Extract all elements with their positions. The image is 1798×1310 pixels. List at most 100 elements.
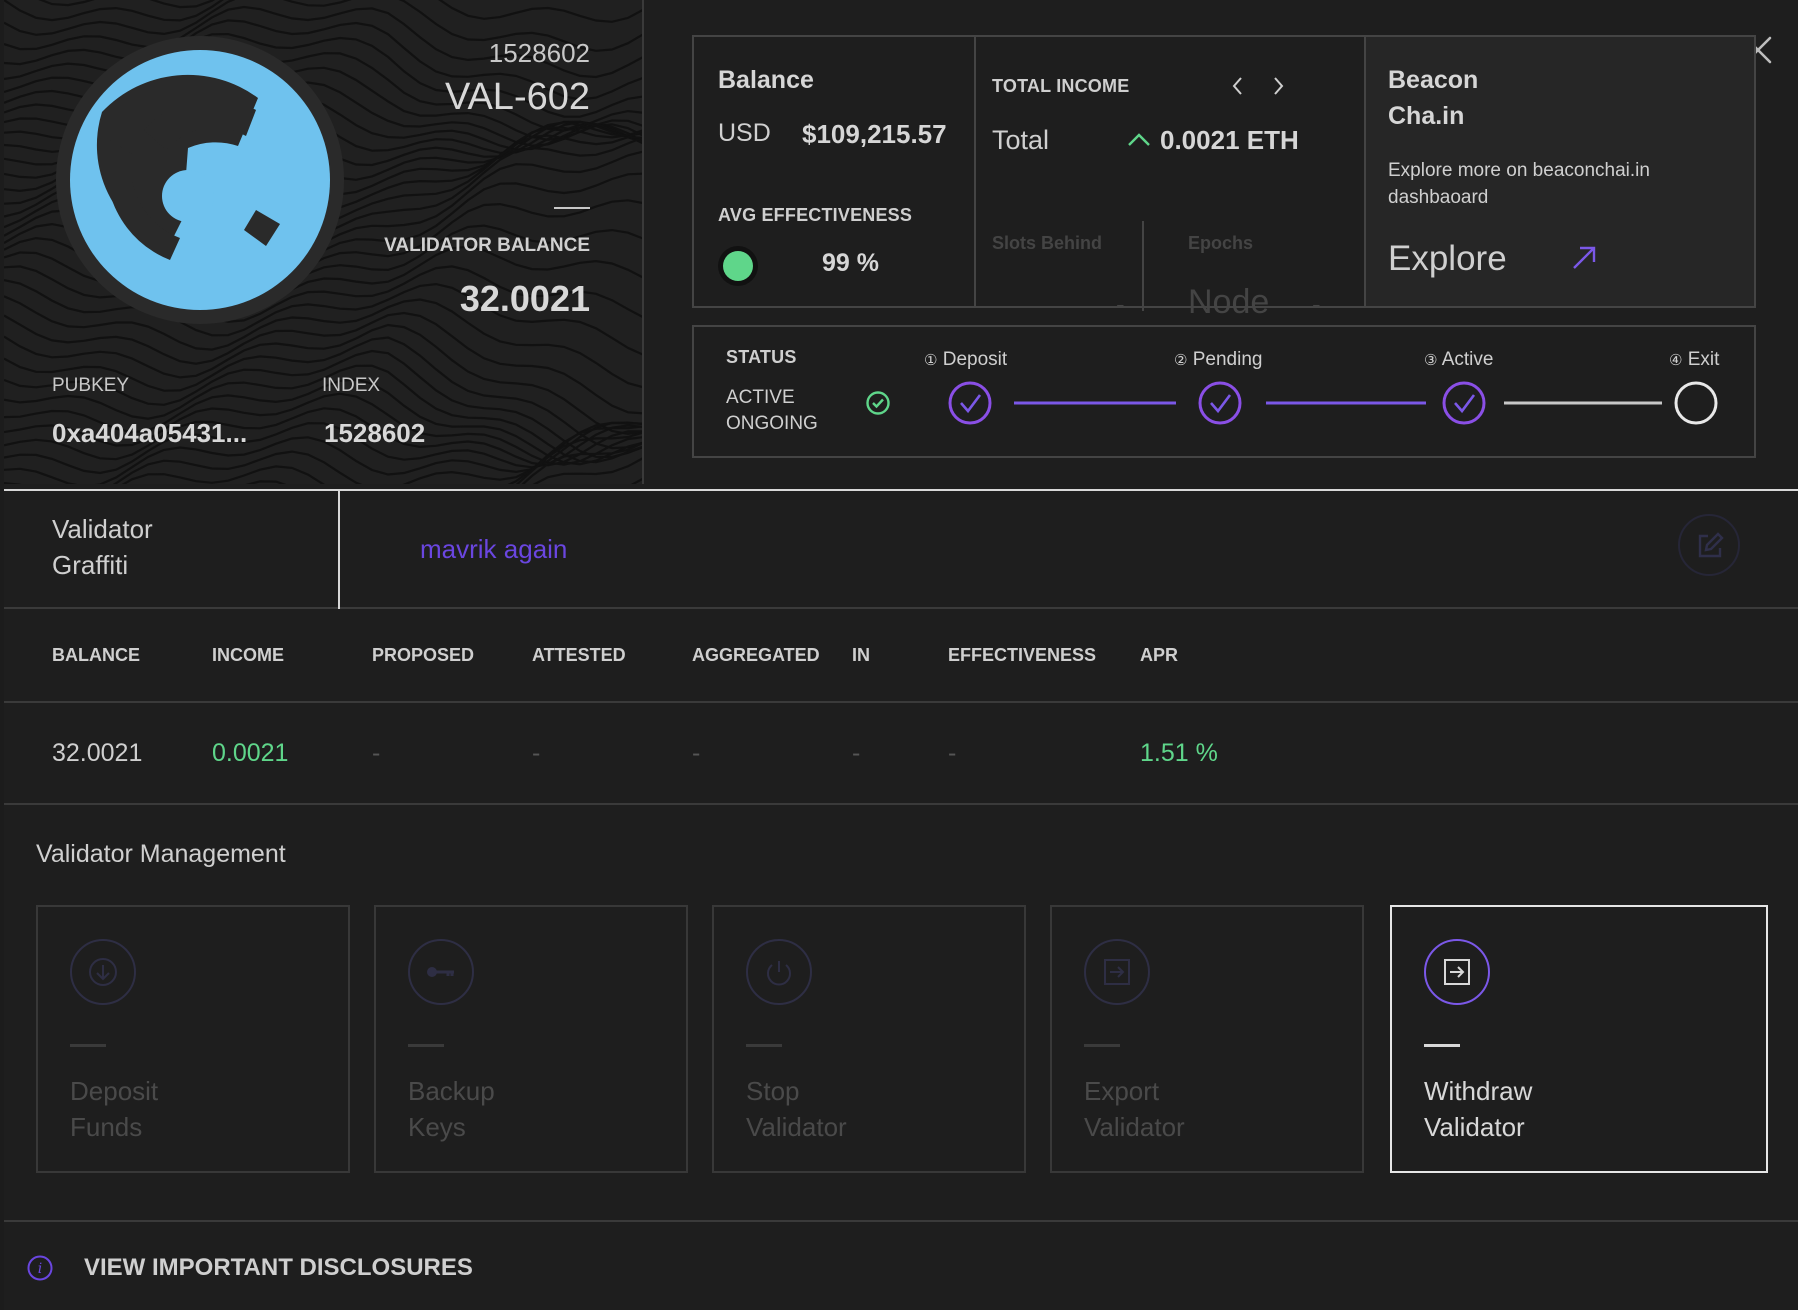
total-income-title: TOTAL INCOME [992,76,1130,96]
validator-number: 1528602 [488,38,590,68]
balance-panel: Balance USD $109,215.57 AVG EFFECTIVENES… [694,37,976,306]
check-circle-icon [864,389,892,417]
divider [408,1044,444,1047]
stats-panel: Balance USD $109,215.57 AVG EFFECTIVENES… [692,35,1756,321]
usd-balance: $109,215.57 [802,119,947,149]
pubkey-value[interactable]: 0xa404a05431... [52,418,248,448]
total-label: Total [992,125,1050,155]
step-deposit-label: ① Deposit [924,349,1008,370]
cell-proposed: - [372,739,381,767]
svg-text:i: i [38,1261,42,1277]
graffiti-value: mavrik again [420,534,568,564]
explore-link[interactable]: Explore [1388,239,1507,278]
currency-label: USD [718,119,771,147]
validator-name: VAL-602 [444,76,590,118]
slots-behind-label: Slots Behind [992,233,1103,253]
disclosure-bar[interactable]: i VIEW IMPORTANT DISCLOSURES [4,1220,1798,1310]
edit-icon [1698,532,1724,558]
status-state-line1: ACTIVE [726,387,795,408]
beacon-description: Explore more on beaconchai.in dashbaoard [1388,160,1650,208]
management-title: Validator Management [36,840,286,868]
cell-attested: - [532,739,541,767]
export-icon [1084,939,1150,1005]
step-pending-label: ② Pending [1174,349,1263,370]
epochs-value: - [1312,289,1321,319]
divider [1142,221,1144,311]
backup-keys-label: Backup Keys [408,1076,495,1142]
key-icon [408,939,474,1005]
col-apr: APR [1140,645,1179,665]
deposit-funds-button[interactable]: Deposit Funds [36,905,350,1173]
power-icon [746,939,812,1005]
graffiti-section: Validator Graffiti mavrik again [4,489,1798,609]
epochs-node: Node [1188,283,1270,321]
index-value: 1528602 [324,418,426,448]
stop-validator-button[interactable]: Stop Validator [712,905,1026,1173]
step-exit-label: ④ Exit [1669,349,1720,370]
trend-up-icon [1126,129,1152,149]
total-income-value: 0.0021 ETH [1160,125,1299,155]
export-validator-label: Export Validator [1084,1076,1185,1142]
income-panel: TOTAL INCOME Total 0.0021 ETH Slots Behi… [976,37,1366,321]
arrow-up-right-icon[interactable] [1568,242,1600,274]
disclosure-link[interactable]: VIEW IMPORTANT DISCLOSURES [84,1254,473,1281]
next-button[interactable] [1266,73,1290,99]
stats-table-header: BALANCE INCOME PROPOSED ATTESTED AGGREGA… [4,611,1798,703]
step-active-check-icon [1442,381,1486,425]
step-deposit-check-icon [948,381,992,425]
withdraw-icon [1424,939,1490,1005]
status-state-line2: ONGOING [726,413,818,434]
table-row: 32.0021 0.0021 - - - - - 1.51 % [4,703,1798,805]
export-validator-button[interactable]: Export Validator [1050,905,1364,1173]
divider [746,1044,782,1047]
backup-keys-button[interactable]: Backup Keys [374,905,688,1173]
index-label: INDEX [322,375,381,396]
step-active-label: ③ Active [1424,349,1494,370]
validator-avatar [56,36,344,324]
col-aggregated: AGGREGATED [692,645,820,665]
beacon-title-line2: Cha.in [1388,102,1465,130]
chevron-left-icon [1232,77,1242,95]
beacon-title-line1: Beacon [1388,66,1479,94]
epochs-label: Epochs [1188,233,1254,253]
divider [70,1044,106,1047]
withdraw-validator-button[interactable]: Withdraw Validator [1390,905,1768,1173]
chevron-right-icon [1274,77,1284,95]
cell-apr: 1.51 % [1140,739,1218,767]
validator-balance-label: VALIDATOR BALANCE [384,235,590,256]
cell-in: - [852,739,861,767]
step-pending-check-icon [1198,381,1242,425]
validator-card: 1528602 VAL-602 VALIDATOR BALANCE 32.002… [4,0,644,484]
edit-graffiti-button[interactable] [1678,514,1740,576]
cell-income: 0.0021 [212,739,289,767]
col-in: IN [852,645,870,665]
step-exit-circle-icon [1674,381,1718,425]
col-income: INCOME [212,645,284,665]
avg-effectiveness-value: 99 % [822,249,879,277]
deposit-funds-label: Deposit Funds [70,1076,159,1142]
withdraw-validator-label: Withdraw Validator [1424,1076,1533,1142]
pubkey-label: PUBKEY [52,375,130,396]
effectiveness-indicator [718,246,758,286]
cell-effectiveness: - [948,739,957,767]
info-icon: i [26,1254,54,1282]
graffiti-label: Validator Graffiti [52,514,153,580]
divider [1084,1044,1120,1047]
avg-effectiveness-label: AVG EFFECTIVENESS [718,205,913,225]
status-tracker: STATUS ACTIVE ONGOING ① Deposit ② Pendin… [692,325,1756,458]
cell-aggregated: - [692,739,701,767]
prev-button[interactable] [1226,73,1250,99]
beacon-chain-panel: Beacon Cha.in Explore more on beaconchai… [1366,37,1754,306]
cell-balance: 32.0021 [52,739,143,767]
col-attested: ATTESTED [532,645,626,665]
balance-title: Balance [718,66,814,94]
divider [554,207,590,209]
validator-balance-value: 32.0021 [459,278,590,319]
col-balance: BALANCE [52,645,140,665]
divider [1424,1044,1460,1047]
slots-behind-value: - [1116,289,1125,319]
col-proposed: PROPOSED [372,645,475,665]
status-steps [948,381,1718,425]
col-effectiveness: EFFECTIVENESS [948,645,1097,665]
stop-validator-label: Stop Validator [746,1076,847,1142]
